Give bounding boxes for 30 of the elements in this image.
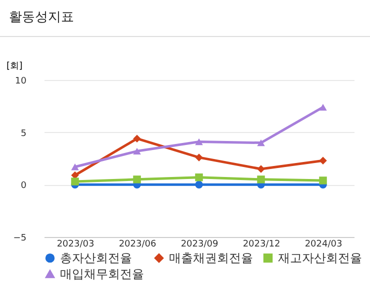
point <box>319 176 327 184</box>
legend-label: 매출채권회전율 <box>169 251 253 266</box>
point <box>195 173 203 182</box>
y-axis-title: [회] <box>6 62 23 72</box>
point <box>195 154 203 162</box>
point <box>319 156 327 164</box>
point <box>133 148 141 155</box>
legend-label: 총자산회전율 <box>60 251 132 266</box>
point <box>195 180 203 189</box>
y-tick-label: 5 <box>20 128 26 139</box>
y-tick-label: −5 <box>13 234 26 244</box>
y-tick-label: 0 <box>20 181 27 192</box>
point <box>133 134 141 142</box>
x-tick-label: 2023/09 <box>180 240 218 250</box>
x-tick-label: 2024/03 <box>304 240 342 250</box>
chart-title: 활동성지표 <box>0 0 370 37</box>
point <box>195 138 203 146</box>
y-tick-label: 10 <box>15 76 27 86</box>
legend-label: 매입채무회전율 <box>60 267 144 281</box>
point <box>71 164 79 170</box>
x-tick-label: 2023/06 <box>118 240 156 250</box>
point <box>257 165 265 173</box>
point <box>257 176 265 184</box>
x-tick-label: 2023/12 <box>242 240 280 250</box>
point <box>319 104 327 111</box>
point <box>133 176 141 184</box>
x-tick-label: 2023/03 <box>56 240 94 250</box>
point <box>71 178 79 186</box>
point <box>257 139 265 146</box>
legend-label: 재고자산회전율 <box>278 251 362 266</box>
